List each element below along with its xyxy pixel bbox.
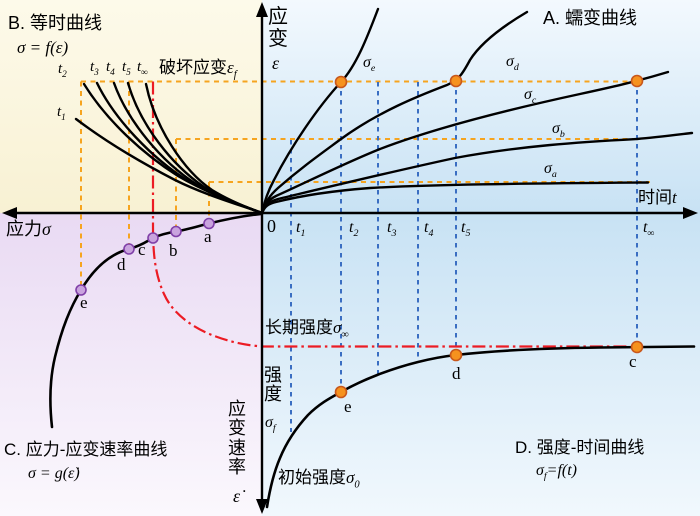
strength-point-d-dot	[449, 348, 463, 362]
purple-dots	[75, 217, 215, 296]
quadrant-b-background	[0, 0, 262, 213]
curve-label-sigma-a: σa	[544, 160, 557, 181]
rate-point-e-dot	[75, 284, 87, 296]
curve-label-sigma-b: σb	[552, 120, 565, 141]
tick-t1: t1	[296, 219, 306, 240]
isochrone-t1	[74, 117, 264, 215]
long-term-strength-locus-line	[151, 81, 630, 348]
stress-axis-label: 应力σ	[6, 219, 51, 239]
origin-label: 0	[267, 216, 276, 236]
isochrone-label-t5: t5	[122, 59, 131, 78]
strain-axis-arrow	[256, 2, 268, 17]
curve-label-sigma-c: σc	[524, 86, 537, 107]
isochrone-label-t3: t3	[90, 59, 99, 78]
rate-point-a-dot	[203, 217, 215, 230]
point-label-b: b	[169, 241, 178, 260]
quadrant-c-title: C. 应力-应变速率曲线	[4, 440, 168, 459]
quadrant-d-title: D. 强度-时间曲线	[515, 438, 645, 457]
rate-point-d-dot	[123, 243, 135, 255]
failure-point-sigma-e-dot	[334, 75, 348, 89]
long-term-strength-label: 长期强度σ∞	[265, 318, 349, 341]
quadrant-c-background	[0, 213, 262, 516]
tick-t4: t4	[424, 219, 434, 240]
quadrant-d-formula: σf=f(t)	[536, 462, 577, 483]
curve-label-sigma-e: σe	[363, 54, 376, 75]
strength-point-label-c: c	[629, 352, 637, 371]
isochrone-label-t2: t2	[58, 61, 67, 80]
point-label-a: a	[204, 227, 212, 246]
rate-point-b-dot	[170, 225, 182, 238]
axes	[10, 12, 690, 504]
strength-point-label-d: d	[452, 364, 461, 383]
strain-axis-label: 应变	[268, 6, 288, 50]
quadrant-a-background	[262, 0, 700, 213]
point-label-c: c	[138, 240, 146, 259]
point-label-e: e	[80, 293, 88, 312]
quadrant-a-title: A. 蠕变曲线	[543, 8, 638, 28]
time-axis-label: 时间t	[638, 188, 677, 207]
stress-strainrate-curve	[49, 212, 264, 429]
creep-curve-sigma-e	[260, 7, 380, 215]
point-label-d: d	[117, 255, 126, 274]
failure-point-sigma-d-dot	[449, 74, 463, 88]
strength-axis-label: 强度	[264, 365, 282, 405]
rate-point-c-dot	[147, 232, 159, 244]
isochronous-curves	[74, 81, 264, 215]
creep-curve-sigma-b	[260, 131, 694, 215]
initial-strength-label: 初始强度σ0	[278, 468, 360, 491]
orange-guide-lines	[80, 80, 650, 290]
creep-curves	[260, 7, 694, 215]
curve-label-sigma-d: σd	[506, 53, 519, 74]
stress-axis-arrow	[2, 207, 17, 219]
creep-curve-sigma-c	[260, 70, 670, 215]
quadrant-b-formula: σ = f(ε)	[17, 38, 69, 57]
tick-t2: t2	[349, 219, 359, 240]
time-axis-arrow	[683, 207, 698, 219]
strength-time-curve	[265, 345, 696, 509]
isochrone-label-t4: t4	[106, 59, 115, 78]
isochrone-label-t1: t1	[57, 104, 66, 123]
isochrone-label-tinf: t∞	[137, 59, 148, 78]
tick-t5: t5	[461, 219, 471, 240]
strain-rate-axis-symbol: ε̇	[233, 486, 241, 506]
failure-strain-label: 破坏应变εf	[159, 58, 237, 81]
blue-time-lines	[290, 81, 638, 432]
strain-rate-axis-arrow	[256, 499, 268, 514]
strength-point-label-e: e	[344, 397, 352, 416]
strain-axis-symbol: ε	[272, 53, 280, 73]
strength-point-e-dot	[334, 385, 348, 399]
tick-t3: t3	[387, 219, 397, 240]
quadrant-c-formula: σ = g(ε̇)	[28, 465, 80, 482]
quadrant-b-title: B. 等时曲线	[8, 13, 103, 33]
tick-tinf: t∞	[643, 219, 655, 240]
creep-curve-sigma-a	[260, 181, 650, 215]
strain-rate-axis-label: 应变速率	[228, 399, 246, 478]
isochrone-tinf	[144, 82, 264, 215]
failure-point-sigma-c-dot	[630, 74, 644, 88]
quadrant-d-background	[262, 213, 700, 516]
strength-point-c-dot	[630, 340, 644, 354]
strength-axis-symbol: σf	[265, 414, 276, 435]
creep-curve-sigma-d	[260, 10, 529, 215]
orange-dots	[334, 74, 644, 399]
